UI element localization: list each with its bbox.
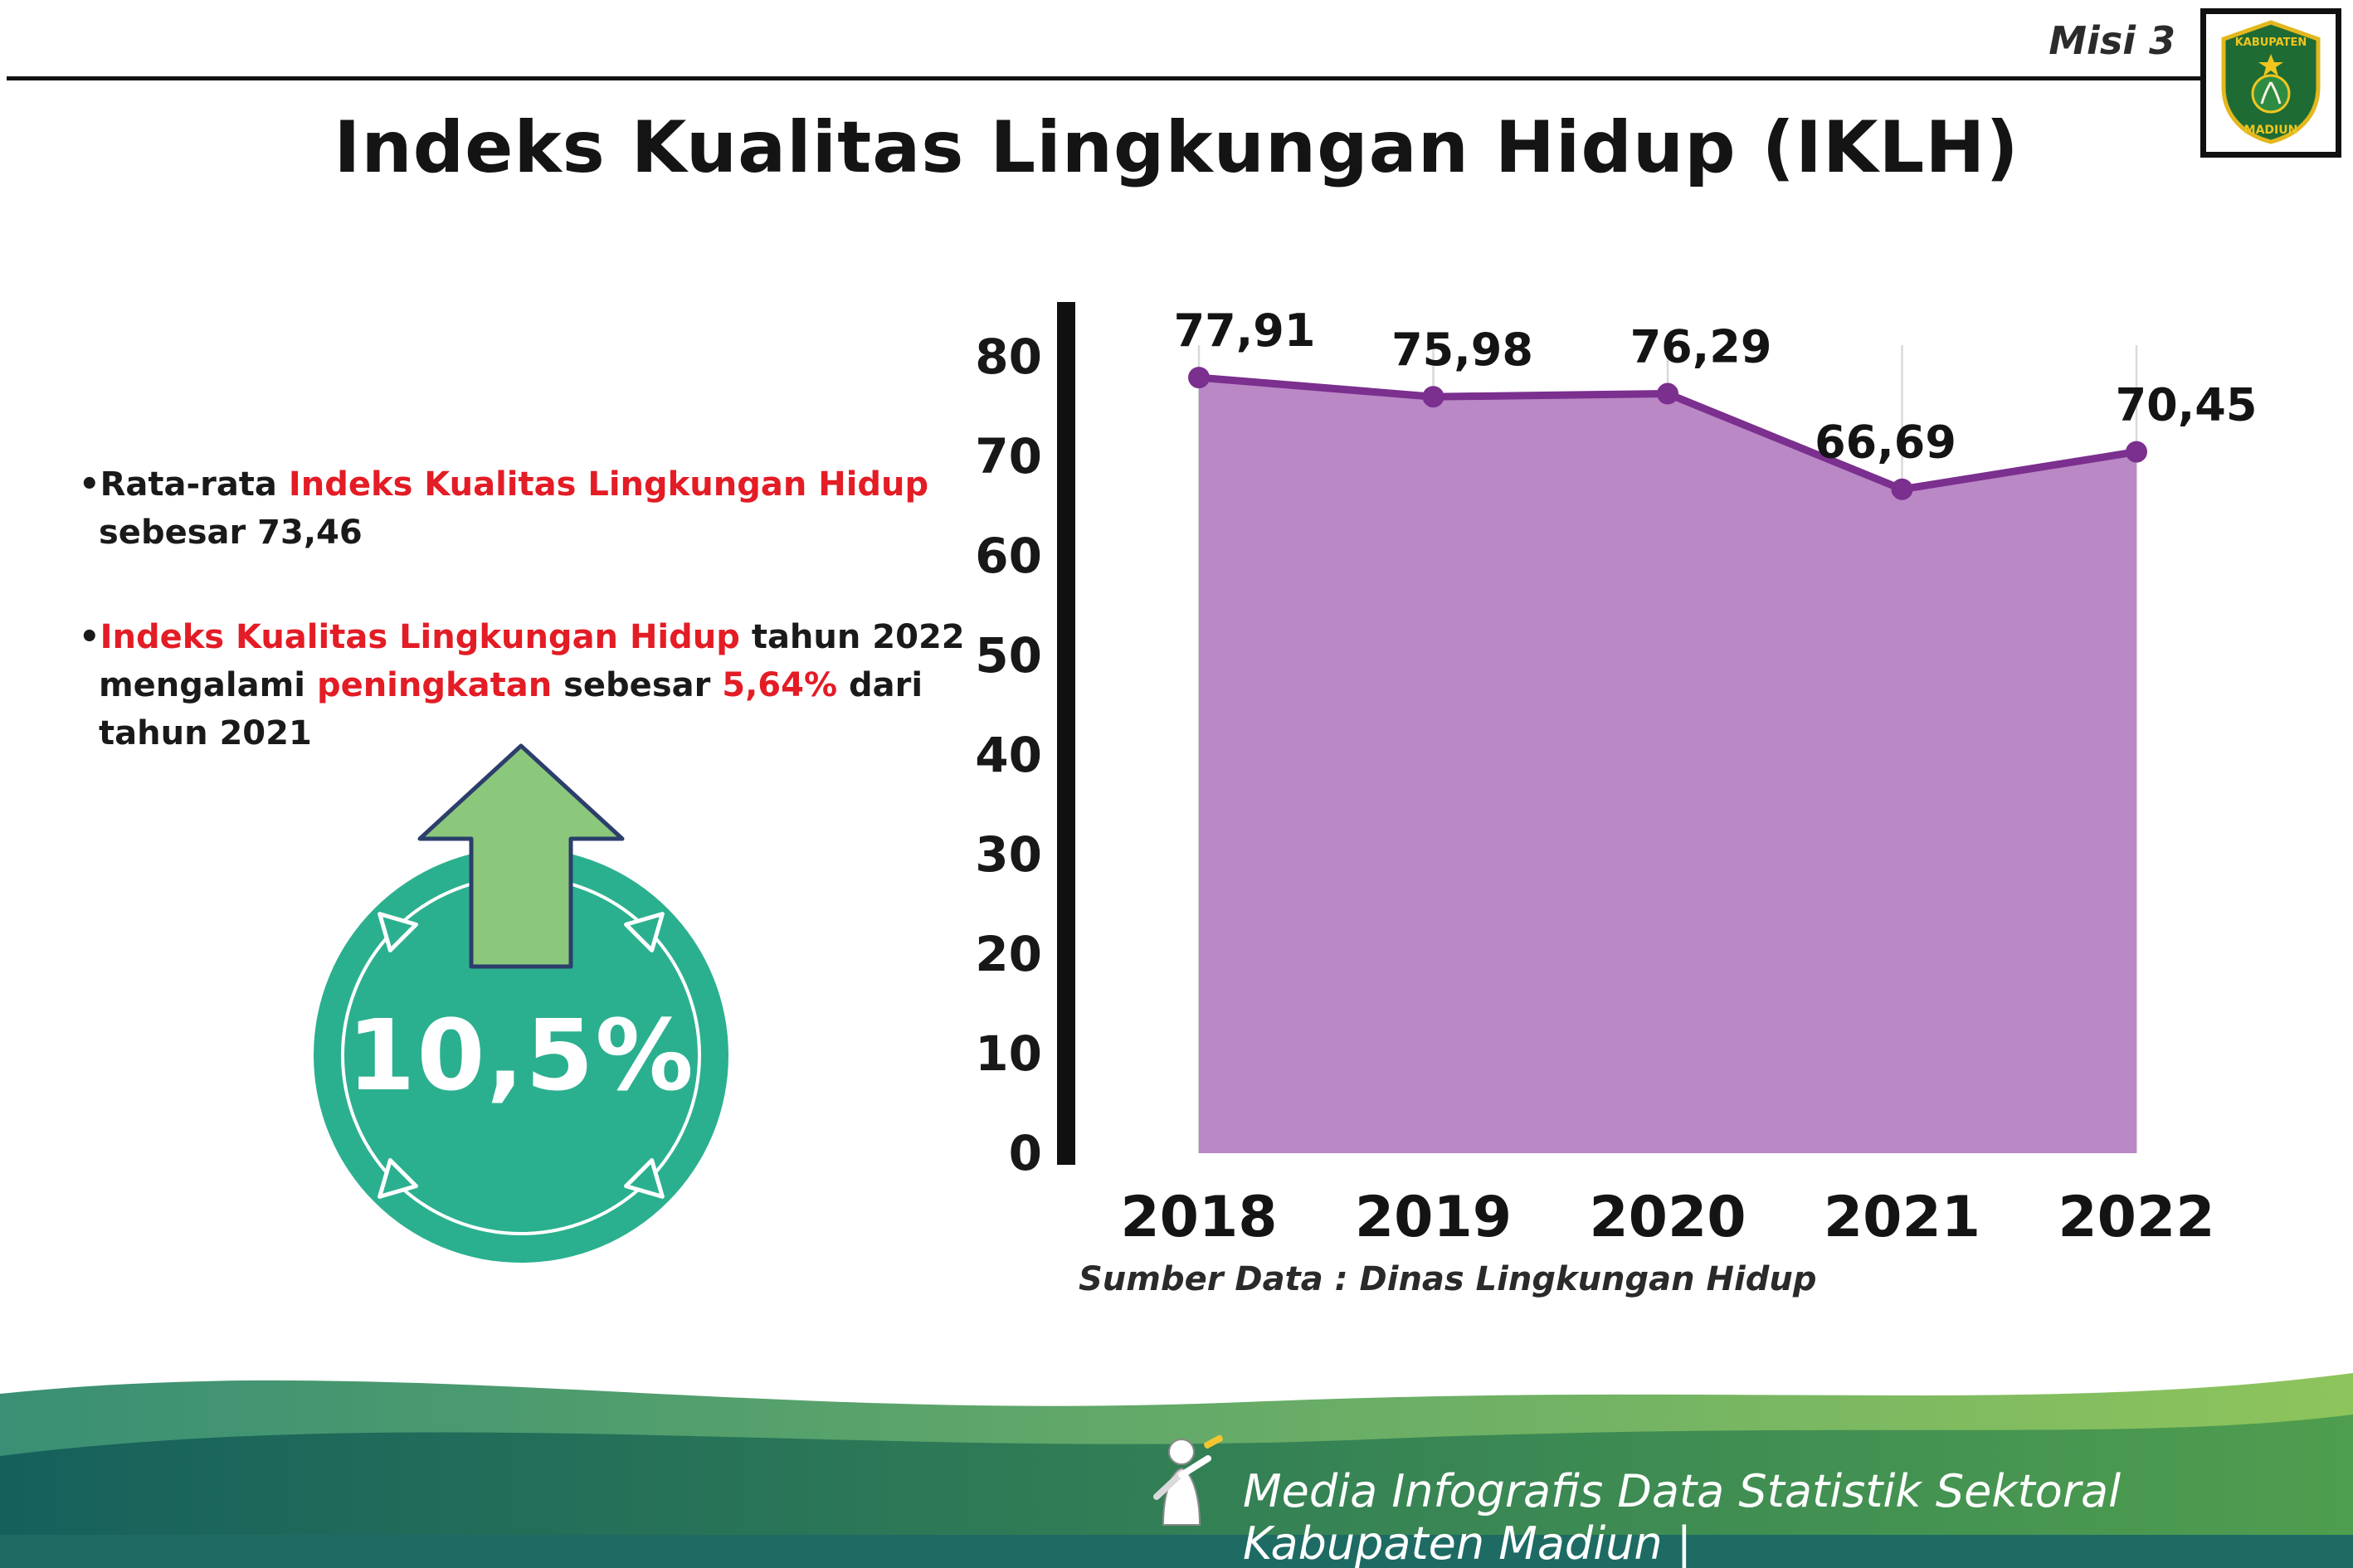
mascot-icon	[1153, 1434, 1223, 1526]
kabupaten-madiun-logo: KABUPATEN MADIUN	[2200, 8, 2341, 158]
shield-icon: KABUPATEN MADIUN	[2221, 20, 2321, 144]
bullet-line: •Indeks Kualitas Lingkungan Hidup tahun …	[79, 613, 965, 661]
bullet-line: mengalami peningkatan sebesar 5,64% dari	[79, 661, 958, 709]
bullet-text: Rata-rata	[100, 465, 289, 504]
footer-caption: Media Infografis Data Statistik Sektoral…	[1243, 1465, 2122, 1568]
svg-text:2018: 2018	[1120, 1185, 1277, 1250]
svg-text:77,91: 77,91	[1174, 304, 1316, 357]
bullet-line: •Rata-rata Indeks Kualitas Lingkungan Hi…	[79, 460, 958, 509]
svg-text:80: 80	[975, 329, 1042, 385]
svg-text:2019: 2019	[1355, 1185, 1512, 1250]
svg-text:2020: 2020	[1589, 1185, 1746, 1250]
up-arrow-icon	[417, 743, 625, 969]
bullet-text: sebesar	[552, 666, 723, 704]
svg-text:50: 50	[975, 627, 1042, 684]
iklh-area-chart: 0 10 20 30 40 50 60 70 80 77,91 75,98 76,29 66,69 70,…	[954, 290, 2331, 1336]
logo-star	[2258, 54, 2283, 76]
bullet-dot: •	[79, 465, 100, 504]
bullet-line: sebesar 73,46	[99, 514, 363, 552]
logo-line2: MADIUN	[2244, 124, 2298, 137]
svg-text:70: 70	[975, 428, 1042, 485]
svg-text:40: 40	[975, 727, 1042, 783]
bullet-average-iklh: •Rata-rata Indeks Kualitas Lingkungan Hi…	[79, 460, 958, 557]
svg-text:0: 0	[1009, 1125, 1042, 1181]
chart-canvas: 0 10 20 30 40 50 60 70 80 77,91 75,98 76,29 66,69 70,…	[975, 302, 2258, 1298]
svg-text:2021: 2021	[1824, 1185, 1980, 1250]
svg-text:70,45: 70,45	[2116, 379, 2258, 431]
svg-text:66,69: 66,69	[1815, 416, 1956, 469]
svg-text:10: 10	[975, 1025, 1042, 1082]
bullet-text-highlight: Indeks Kualitas Lingkungan Hidup	[288, 465, 929, 504]
svg-text:76,29: 76,29	[1630, 321, 1772, 373]
svg-text:60: 60	[975, 528, 1042, 584]
increase-badge: 10,5%	[314, 848, 728, 1263]
svg-text:30: 30	[975, 826, 1042, 883]
bullet-line: tahun 2021	[99, 714, 312, 752]
svg-text:2022: 2022	[2058, 1185, 2214, 1250]
misi-label: Misi 3	[2049, 18, 2175, 63]
bullet-text-highlight: Indeks Kualitas Lingkungan Hidup	[100, 618, 740, 656]
badge-ring	[341, 875, 701, 1235]
bullet-dot: •	[79, 618, 100, 656]
bullet-text: tahun 2022	[739, 618, 965, 656]
key-points: •Rata-rata Indeks Kualitas Lingkungan Hi…	[79, 460, 965, 757]
bullet-text: mengalami	[99, 666, 317, 704]
bullet-increase-iklh: •Indeks Kualitas Lingkungan Hidup tahun …	[79, 613, 965, 757]
logo-line1: KABUPATEN	[2235, 37, 2307, 49]
bullet-text-highlight: 5,64%	[722, 666, 838, 704]
bullet-text: dari	[837, 666, 923, 704]
svg-text:75,98: 75,98	[1391, 324, 1533, 376]
page-title: Indeks Kualitas Lingkungan Hidup (IKLH)	[334, 106, 2019, 189]
increase-percentage: 10,5%	[347, 998, 695, 1113]
svg-text:20: 20	[975, 926, 1042, 982]
header-divider	[7, 76, 2200, 80]
svg-text:Sumber Data : Dinas Lingkungan: Sumber Data : Dinas Lingkungan Hidup	[1079, 1260, 1816, 1298]
bullet-text-highlight: peningkatan	[316, 666, 553, 704]
